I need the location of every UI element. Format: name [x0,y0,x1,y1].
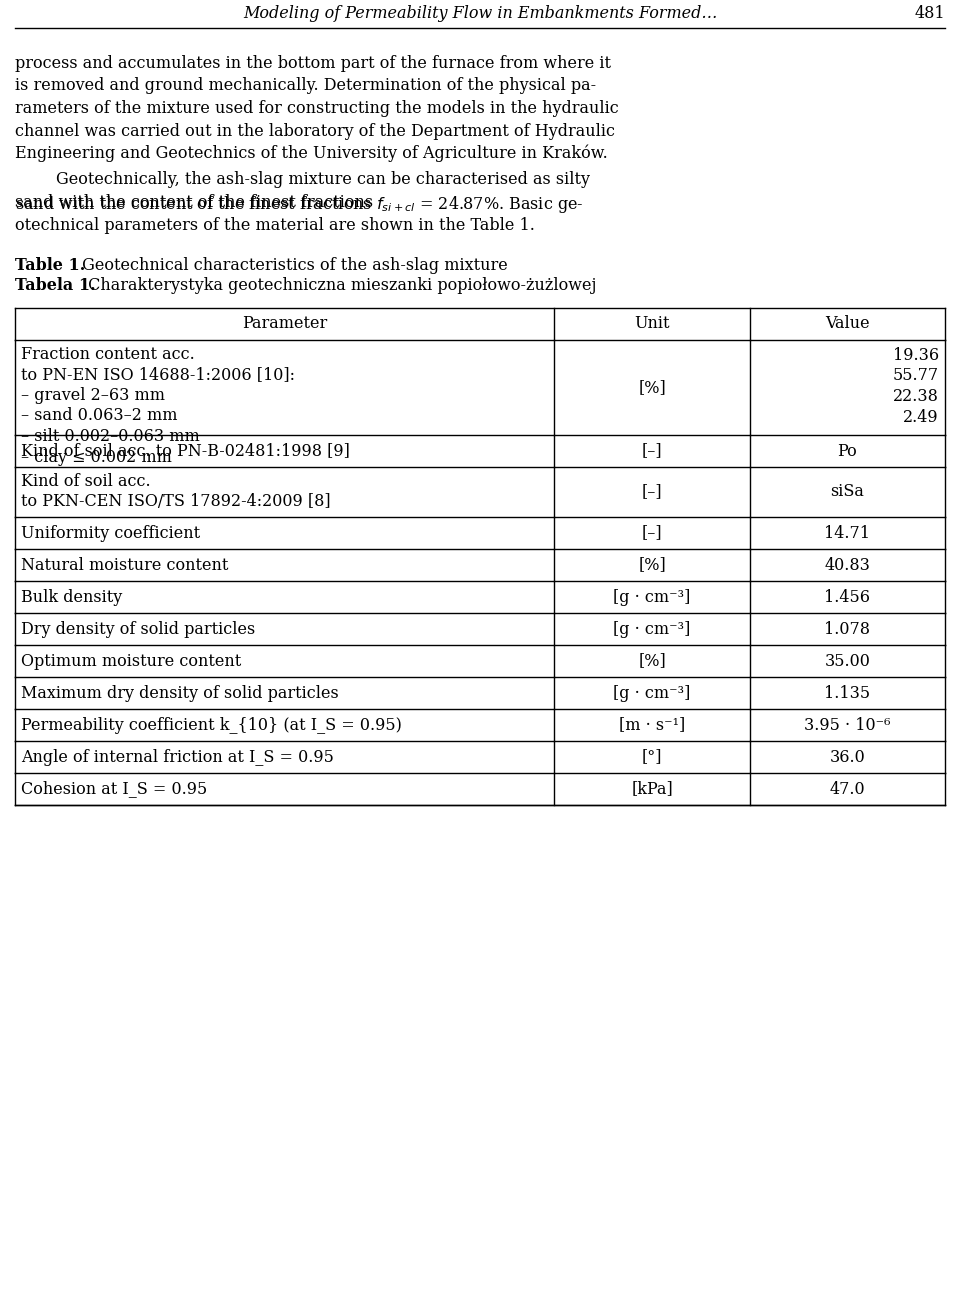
Text: Permeability coefficient k_{10} (at I_S = 0.95): Permeability coefficient k_{10} (at I_S … [21,717,402,734]
Text: [kPa]: [kPa] [631,781,673,798]
Text: Table 1.: Table 1. [15,258,85,275]
Text: [–]: [–] [641,442,662,459]
Text: 47.0: 47.0 [829,781,865,798]
Text: Po: Po [837,442,857,459]
Text: – sand 0.063–2 mm: – sand 0.063–2 mm [21,407,178,424]
Text: – gravel 2–63 mm: – gravel 2–63 mm [21,386,165,405]
Text: [%]: [%] [638,557,666,574]
Text: [–]: [–] [641,484,662,501]
Text: Cohesion at I_S = 0.95: Cohesion at I_S = 0.95 [21,781,207,798]
Text: Unit: Unit [635,316,670,333]
Text: Maximum dry density of solid particles: Maximum dry density of solid particles [21,684,339,701]
Text: [g · cm⁻³]: [g · cm⁻³] [613,588,691,605]
Text: sand with the content of the finest fractions $f_{si+cl}$ = 24.87%. Basic ge-: sand with the content of the finest frac… [15,194,584,215]
Text: 3.95 · 10⁻⁶: 3.95 · 10⁻⁶ [804,717,891,734]
Text: [g · cm⁻³]: [g · cm⁻³] [613,684,691,701]
Text: to PKN-CEN ISO/TS 17892-4:2009 [8]: to PKN-CEN ISO/TS 17892-4:2009 [8] [21,493,330,510]
Text: – silt 0.002–0.063 mm: – silt 0.002–0.063 mm [21,428,200,445]
Text: Tabela 1.: Tabela 1. [15,277,96,294]
Text: Optimum moisture content: Optimum moisture content [21,653,241,670]
Text: is removed and ground mechanically. Determination of the physical pa-: is removed and ground mechanically. Dete… [15,78,596,95]
Text: [%]: [%] [638,653,666,670]
Text: [g · cm⁻³]: [g · cm⁻³] [613,621,691,637]
Text: 1.456: 1.456 [825,588,871,605]
Text: 14.71: 14.71 [825,524,871,541]
Text: Geotechnically, the ash-slag mixture can be characterised as silty: Geotechnically, the ash-slag mixture can… [15,172,590,189]
Text: Uniformity coefficient: Uniformity coefficient [21,524,200,541]
Text: channel was carried out in the laboratory of the Department of Hydraulic: channel was carried out in the laborator… [15,122,615,139]
Text: otechnical parameters of the material are shown in the Table 1.: otechnical parameters of the material ar… [15,216,535,233]
Text: rameters of the mixture used for constructing the models in the hydraulic: rameters of the mixture used for constru… [15,100,619,117]
Text: Bulk density: Bulk density [21,588,122,605]
Text: to PN-EN ISO 14688-1:2006 [10]:: to PN-EN ISO 14688-1:2006 [10]: [21,367,295,384]
Text: 36.0: 36.0 [829,748,865,765]
Text: – clay ≤ 0.002 mm: – clay ≤ 0.002 mm [21,449,172,466]
Text: [–]: [–] [641,524,662,541]
Text: 481: 481 [914,5,945,22]
Text: [°]: [°] [642,748,662,765]
Text: sand with the content of the finest fractions: sand with the content of the finest frac… [15,194,378,211]
Text: Kind of soil acc. to PN-B-02481:1998 [9]: Kind of soil acc. to PN-B-02481:1998 [9] [21,442,349,459]
Text: Modeling of Permeability Flow in Embankments Formed…: Modeling of Permeability Flow in Embankm… [243,5,717,22]
Text: Parameter: Parameter [242,316,327,333]
Text: Engineering and Geotechnics of the University of Agriculture in Kraków.: Engineering and Geotechnics of the Unive… [15,144,608,163]
Text: 35.00: 35.00 [825,653,871,670]
Text: [m · s⁻¹]: [m · s⁻¹] [619,717,685,734]
Text: Value: Value [825,316,870,333]
Text: Dry density of solid particles: Dry density of solid particles [21,621,255,637]
Text: 2.49: 2.49 [903,409,939,425]
Text: 55.77: 55.77 [893,367,939,385]
Text: Angle of internal friction at I_S = 0.95: Angle of internal friction at I_S = 0.95 [21,748,334,765]
Text: 1.135: 1.135 [825,684,871,701]
Text: Geotechnical characteristics of the ash-slag mixture: Geotechnical characteristics of the ash-… [77,258,508,275]
Text: Charakterystyka geotechniczna mieszanki popiołowo-żużlowej: Charakterystyka geotechniczna mieszanki … [83,277,596,294]
Text: process and accumulates in the bottom part of the furnace from where it: process and accumulates in the bottom pa… [15,55,611,72]
Text: Natural moisture content: Natural moisture content [21,557,228,574]
Text: 19.36: 19.36 [893,347,939,364]
Text: Kind of soil acc.: Kind of soil acc. [21,474,151,490]
Text: 1.078: 1.078 [825,621,871,637]
Text: siSa: siSa [830,484,864,501]
Text: Fraction content acc.: Fraction content acc. [21,346,195,363]
Text: 22.38: 22.38 [893,388,939,405]
Text: 40.83: 40.83 [825,557,871,574]
Text: [%]: [%] [638,379,666,396]
